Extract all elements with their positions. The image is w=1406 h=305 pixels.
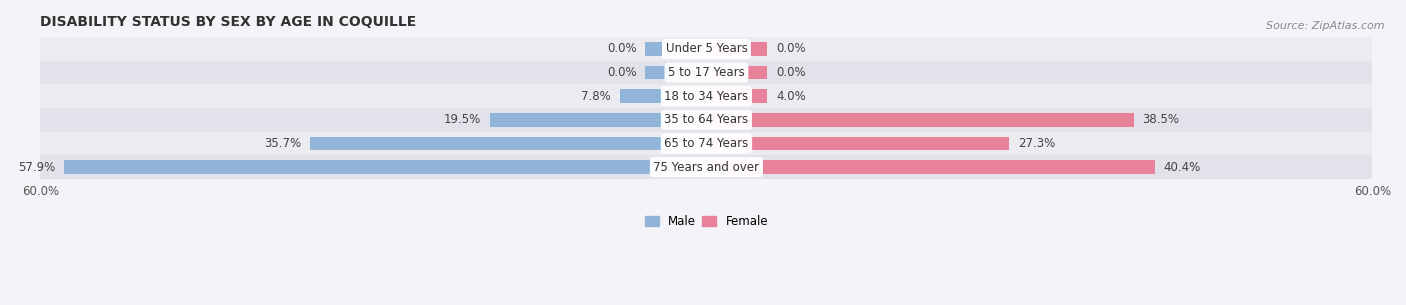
Text: 4.0%: 4.0%: [776, 90, 806, 103]
Text: 35.7%: 35.7%: [264, 137, 301, 150]
Bar: [41, 155, 1372, 179]
Text: 75 Years and over: 75 Years and over: [654, 161, 759, 174]
Text: 0.0%: 0.0%: [607, 42, 637, 56]
Bar: [63, 160, 706, 174]
Bar: [620, 89, 706, 103]
Text: 5 to 17 Years: 5 to 17 Years: [668, 66, 745, 79]
Bar: [41, 61, 1372, 84]
Legend: Male, Female: Male, Female: [640, 210, 773, 233]
Text: 27.3%: 27.3%: [1018, 137, 1056, 150]
Bar: [706, 89, 768, 103]
Text: 35 to 64 Years: 35 to 64 Years: [665, 113, 748, 126]
Bar: [311, 137, 706, 150]
Text: 65 to 74 Years: 65 to 74 Years: [664, 137, 748, 150]
Text: 0.0%: 0.0%: [607, 66, 637, 79]
Text: 57.9%: 57.9%: [18, 161, 55, 174]
Text: 0.0%: 0.0%: [776, 42, 806, 56]
Text: DISABILITY STATUS BY SEX BY AGE IN COQUILLE: DISABILITY STATUS BY SEX BY AGE IN COQUI…: [41, 15, 416, 29]
Text: 7.8%: 7.8%: [581, 90, 612, 103]
Text: Under 5 Years: Under 5 Years: [665, 42, 748, 56]
Text: 19.5%: 19.5%: [444, 113, 481, 126]
Text: 0.0%: 0.0%: [776, 66, 806, 79]
Bar: [706, 42, 768, 56]
Bar: [645, 42, 706, 56]
Bar: [706, 160, 1154, 174]
Bar: [41, 37, 1372, 61]
Bar: [41, 132, 1372, 155]
Bar: [41, 108, 1372, 132]
Bar: [491, 113, 706, 127]
Text: 40.4%: 40.4%: [1164, 161, 1201, 174]
Bar: [706, 66, 768, 79]
Text: 38.5%: 38.5%: [1143, 113, 1180, 126]
Bar: [706, 113, 1133, 127]
Text: Source: ZipAtlas.com: Source: ZipAtlas.com: [1267, 21, 1385, 31]
Bar: [41, 84, 1372, 108]
Bar: [706, 137, 1010, 150]
Bar: [645, 66, 706, 79]
Text: 18 to 34 Years: 18 to 34 Years: [665, 90, 748, 103]
